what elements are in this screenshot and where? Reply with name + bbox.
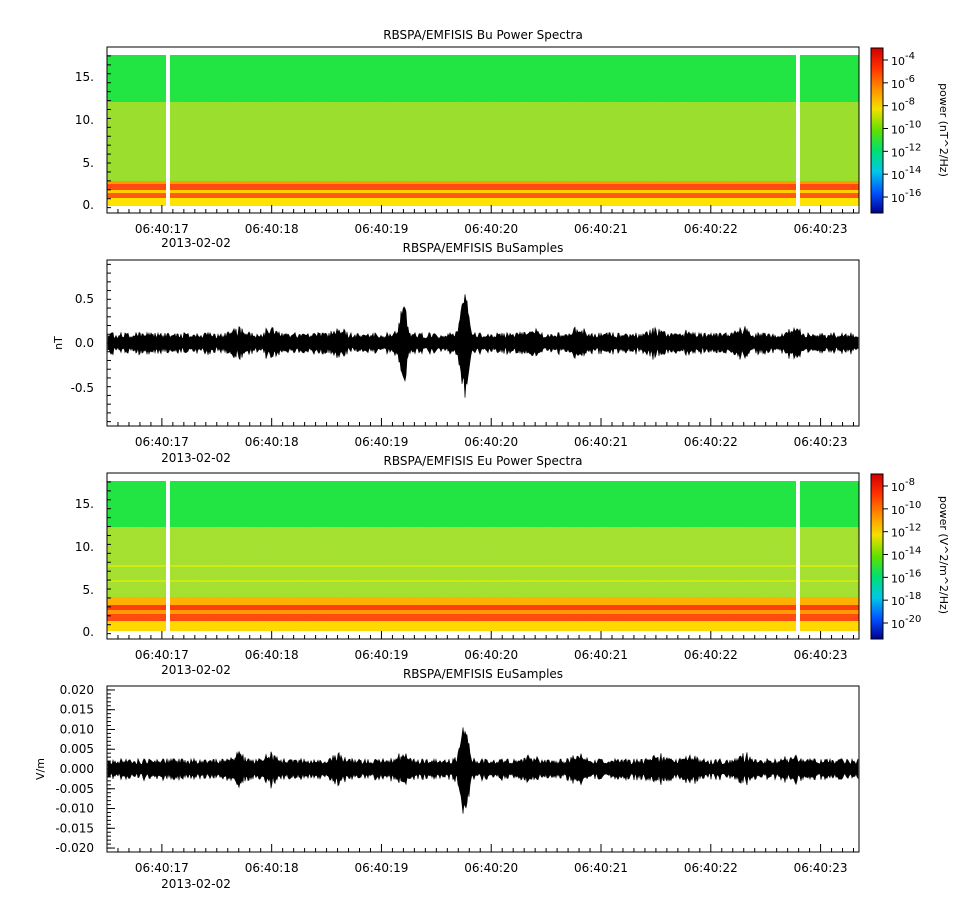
eu-power-spectra-panel: RBSPA/EMFISIS Eu Power Spectra 15. 10. 5… [75,454,950,677]
colorbar-tick-label: 10-8 [891,97,915,114]
y-tick-label: 0.5 [75,292,94,306]
y-tick-label: -0.005 [55,782,94,796]
colorbar-tick-label: 10-12 [891,523,921,540]
x-tick-label: 06:40:21 [574,435,628,449]
colorbar-tick-label: 10-10 [891,500,921,517]
eu-spectra-y-axis: 15. 10. 5. 0. [75,497,94,639]
y-tick-label: 0.005 [60,742,94,756]
x-tick-label: 06:40:19 [354,648,408,662]
y-tick-label: 15. [75,497,94,511]
eu-colorbar-label: power (V^2/m^2/Hz) [937,496,950,614]
x-date-label: 2013-02-02 [161,236,231,250]
x-tick-label: 06:40:17 [135,648,189,662]
x-tick-label: 06:40:22 [684,435,738,449]
y-tick-label: 0.020 [60,683,94,697]
bu-data-gap-1 [166,55,170,209]
y-tick-label: 0.015 [60,703,94,717]
x-tick-label: 06:40:18 [245,222,299,236]
bu-spectrogram-image [107,47,859,213]
x-date-label: 2013-02-02 [161,451,231,465]
x-tick-label: 06:40:17 [135,861,189,875]
colorbar-tick-label: 10-16 [891,188,921,205]
bu-samples-ylabel: nT [52,336,65,350]
y-tick-label: 0.0 [75,336,94,350]
x-tick-label: 06:40:22 [684,222,738,236]
eu-data-gap-2 [796,481,800,635]
y-tick-label: -0.010 [55,802,94,816]
y-tick-label: 0.010 [60,722,94,736]
x-tick-label: 06:40:20 [464,222,518,236]
bu-spectra-title: RBSPA/EMFISIS Bu Power Spectra [383,28,583,42]
eu-spectra-frame [106,472,860,640]
x-tick-label: 06:40:21 [574,861,628,875]
bu-spectra-x-axis: 06:40:17 06:40:18 06:40:19 06:40:20 06:40:21… [107,46,855,236]
x-tick-label: 06:40:23 [794,648,848,662]
x-tick-label: 06:40:18 [245,861,299,875]
x-tick-label: 06:40:18 [245,435,299,449]
x-tick-label: 06:40:23 [794,222,848,236]
eu-waveform-series [107,727,859,814]
y-tick-label: 15. [75,70,94,84]
eu-samples-x-axis: 06:40:17 06:40:18 06:40:19 06:40:20 06:40:21… [117,844,855,875]
y-tick-label: -0.015 [55,821,94,835]
x-tick-label: 06:40:22 [684,861,738,875]
colorbar-tick-label: 10-14 [891,165,921,182]
eu-samples-ylabel: V/m [34,758,47,780]
x-tick-label: 06:40:17 [135,222,189,236]
x-date-label: 2013-02-02 [161,663,231,677]
eu-colorbar: 10-8 10-10 10-12 10-14 10-16 10-18 10-20 power… [870,473,950,640]
eu-spectra-title: RBSPA/EMFISIS Eu Power Spectra [384,454,583,468]
eu-samples-panel: RBSPA/EMFISIS EuSamples 0.0200.0150.0100… [34,667,860,891]
x-tick-label: 06:40:18 [245,648,299,662]
bu-data-gap-2 [796,55,800,209]
eu-spectra-x-axis: 06:40:17 06:40:18 06:40:19 06:40:20 06:40:21… [107,472,855,662]
colorbar-tick-label: 10-20 [891,614,921,631]
y-tick-label: -0.020 [55,841,94,855]
colorbar-tick-label: 10-12 [891,142,921,159]
bu-spectra-y-axis: 15. 10. 5. 0. [75,70,94,212]
y-tick-label: 0.000 [60,762,94,776]
x-tick-label: 06:40:20 [464,648,518,662]
eu-data-gap-1 [166,481,170,635]
x-tick-label: 06:40:21 [574,648,628,662]
x-tick-label: 06:40:22 [684,648,738,662]
colorbar-tick-label: 10-14 [891,546,921,563]
x-tick-label: 06:40:20 [464,861,518,875]
y-tick-label: 5. [83,156,94,170]
x-tick-label: 06:40:23 [794,861,848,875]
x-tick-label: 06:40:21 [574,222,628,236]
x-date-label: 2013-02-02 [161,877,231,891]
bu-samples-x-axis: 06:40:17 06:40:18 06:40:19 06:40:20 06:40:21… [107,263,855,449]
eu-samples-title: RBSPA/EMFISIS EuSamples [403,667,563,681]
y-tick-label: 0. [83,198,94,212]
x-tick-label: 06:40:19 [354,222,408,236]
y-tick-label: 5. [83,583,94,597]
colorbar-tick-label: 10-18 [891,591,921,608]
x-tick-label: 06:40:23 [794,435,848,449]
colorbar-tick-label: 10-16 [891,568,921,585]
bu-colorbar: 10-4 10-6 10-8 10-10 10-12 10-14 10-16 power (… [870,47,950,214]
colorbar-tick-label: 10-8 [891,477,915,494]
colorbar-tick-label: 10-6 [891,74,915,91]
x-tick-label: 06:40:19 [354,861,408,875]
y-tick-label: 0. [83,625,94,639]
colorbar-tick-label: 10-4 [891,51,915,68]
bu-power-spectra-panel: RBSPA/EMFISIS Bu Power Spectra 15. 10. 5… [75,28,950,250]
bu-spectra-frame [106,46,860,214]
bu-colorbar-label: power (nT^2/Hz) [937,83,950,177]
x-tick-label: 06:40:17 [135,435,189,449]
bu-waveform-series [107,294,859,398]
bu-samples-title: RBSPA/EMFISIS BuSamples [403,241,564,255]
bu-samples-y-axis: 0.5 0.0 -0.5 [71,292,94,395]
colorbar-tick-label: 10-10 [891,120,921,137]
x-tick-label: 06:40:19 [354,435,408,449]
y-tick-label: -0.5 [71,381,94,395]
y-tick-label: 10. [75,113,94,127]
eu-samples-y-axis: 0.020 0.015 0.010 0.005 0.000 -0.005 -0.010 -0.… [55,683,115,855]
bu-samples-panel: RBSPA/EMFISIS BuSamples 0.5 0.0 -0.5 nT … [52,241,860,465]
y-tick-label: 10. [75,540,94,554]
eu-spectrogram-image [107,473,859,639]
x-tick-label: 06:40:20 [464,435,518,449]
